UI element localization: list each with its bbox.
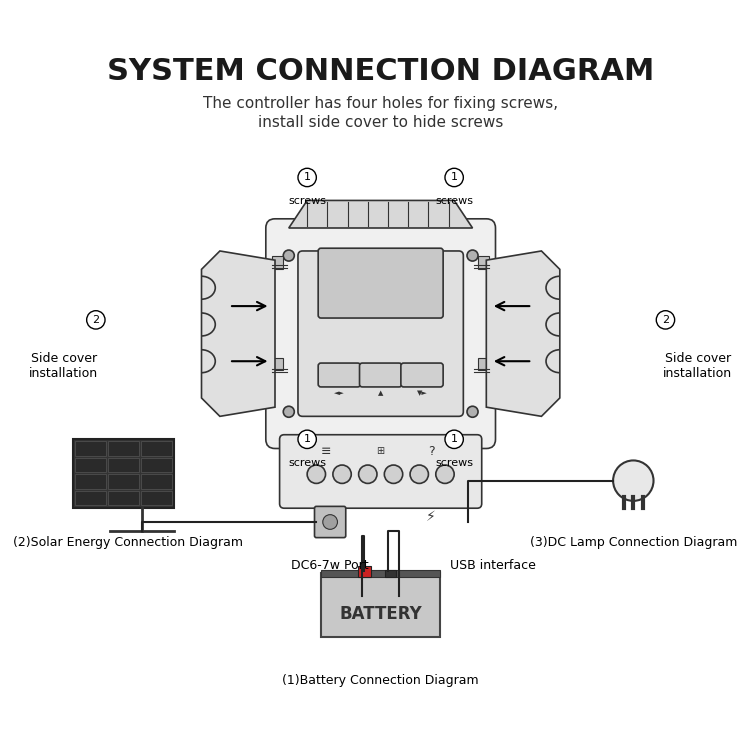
Circle shape <box>410 465 428 484</box>
FancyBboxPatch shape <box>298 251 464 416</box>
Circle shape <box>322 514 338 529</box>
Bar <box>75 441 106 456</box>
Text: The controller has four holes for fixing screws,: The controller has four holes for fixing… <box>203 97 558 112</box>
FancyBboxPatch shape <box>359 363 402 387</box>
FancyBboxPatch shape <box>318 363 361 387</box>
Bar <box>141 490 172 506</box>
FancyBboxPatch shape <box>318 248 443 318</box>
Text: screws: screws <box>435 196 473 206</box>
Text: (3)DC Lamp Connection Diagram: (3)DC Lamp Connection Diagram <box>530 536 737 549</box>
Text: BATTERY: BATTERY <box>339 604 422 622</box>
Text: DC6-7w Port: DC6-7w Port <box>291 559 369 572</box>
Text: ▼►: ▼► <box>417 390 428 396</box>
Circle shape <box>445 430 464 448</box>
Text: ▲: ▲ <box>378 390 383 396</box>
Bar <box>358 566 370 578</box>
Bar <box>272 256 284 269</box>
FancyBboxPatch shape <box>314 506 346 538</box>
FancyBboxPatch shape <box>266 219 496 448</box>
Bar <box>108 490 139 506</box>
FancyBboxPatch shape <box>280 435 482 508</box>
Text: 1: 1 <box>451 172 458 182</box>
Circle shape <box>298 430 316 448</box>
Text: ?: ? <box>427 445 434 458</box>
Circle shape <box>613 460 653 501</box>
FancyBboxPatch shape <box>400 363 443 387</box>
Text: (1)Battery Connection Diagram: (1)Battery Connection Diagram <box>282 674 479 686</box>
Circle shape <box>656 310 675 329</box>
Bar <box>75 458 106 472</box>
Circle shape <box>467 250 478 261</box>
Circle shape <box>87 310 105 329</box>
Bar <box>108 474 139 489</box>
Text: screws: screws <box>288 196 326 206</box>
Text: screws: screws <box>288 458 326 468</box>
Circle shape <box>284 250 294 261</box>
Text: 1: 1 <box>304 434 310 444</box>
Text: Side cover
installation: Side cover installation <box>29 352 98 380</box>
Text: USB interface: USB interface <box>449 559 536 572</box>
Text: Side cover
installation: Side cover installation <box>663 352 732 380</box>
Text: ⊞: ⊞ <box>376 446 385 456</box>
Circle shape <box>308 465 326 484</box>
Bar <box>75 474 106 489</box>
Polygon shape <box>289 200 472 228</box>
Bar <box>272 358 284 370</box>
Text: screws: screws <box>435 458 473 468</box>
Text: (2)Solar Energy Connection Diagram: (2)Solar Energy Connection Diagram <box>13 536 243 549</box>
Text: ⚡: ⚡ <box>426 511 436 524</box>
Text: SYSTEM CONNECTION DIAGRAM: SYSTEM CONNECTION DIAGRAM <box>107 57 654 86</box>
Circle shape <box>358 465 377 484</box>
Bar <box>73 440 174 509</box>
Text: 1: 1 <box>304 172 310 182</box>
Text: 1: 1 <box>451 434 458 444</box>
Bar <box>108 441 139 456</box>
Circle shape <box>445 168 464 187</box>
Polygon shape <box>486 251 560 416</box>
Bar <box>321 572 440 637</box>
Text: 2: 2 <box>662 315 669 325</box>
Circle shape <box>436 465 454 484</box>
Text: 2: 2 <box>92 315 100 325</box>
Text: ≡: ≡ <box>320 445 331 458</box>
Circle shape <box>333 465 351 484</box>
Text: ◄►: ◄► <box>334 390 345 396</box>
Text: install side cover to hide screws: install side cover to hide screws <box>258 115 503 130</box>
Polygon shape <box>202 251 275 416</box>
Circle shape <box>467 406 478 417</box>
Circle shape <box>384 465 403 484</box>
Bar <box>75 490 106 506</box>
Bar <box>478 358 489 370</box>
Bar <box>108 458 139 472</box>
Bar <box>141 474 172 489</box>
Circle shape <box>284 406 294 417</box>
Bar <box>478 256 489 269</box>
Bar <box>141 458 172 472</box>
Bar <box>141 441 172 456</box>
Bar <box>386 570 396 578</box>
Bar <box>321 570 440 578</box>
Circle shape <box>298 168 316 187</box>
